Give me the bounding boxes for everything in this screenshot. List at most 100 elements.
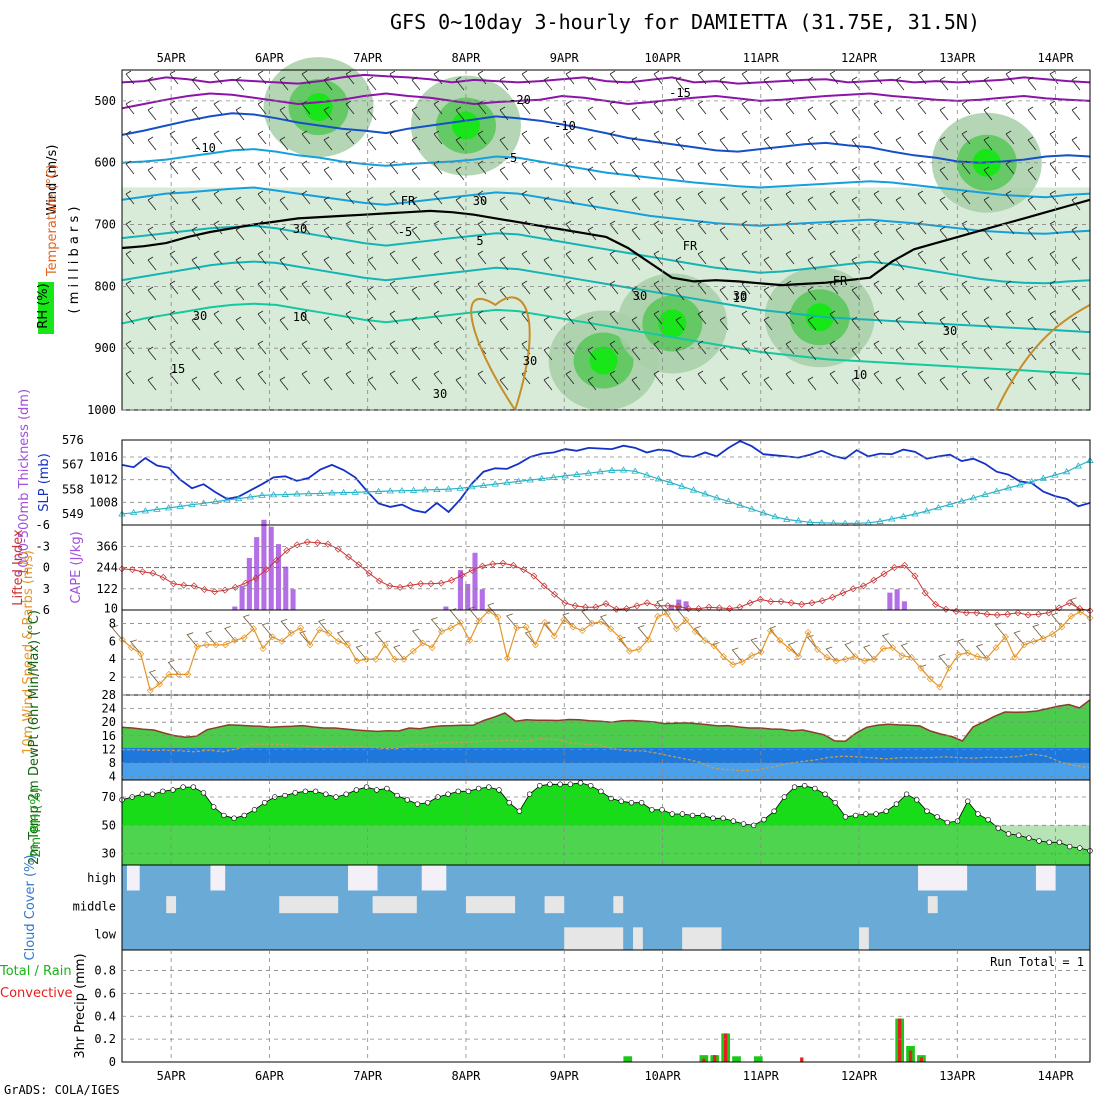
wind-barb	[279, 226, 289, 241]
thickness-marker	[1039, 474, 1048, 481]
wind-barb	[653, 250, 663, 265]
rh-marker	[1015, 832, 1022, 838]
wind-barb	[851, 136, 861, 151]
rh-marker	[689, 812, 696, 819]
wind-barb	[235, 316, 245, 331]
wind-barb	[741, 280, 751, 295]
cloud-clear-low	[564, 927, 624, 950]
cloud-clear-low	[682, 927, 722, 950]
wind-barb	[895, 76, 905, 91]
precip-total-bar	[753, 1056, 763, 1062]
wind-barb	[917, 130, 927, 145]
wind-barb	[587, 106, 597, 121]
thickness-marker	[584, 469, 593, 476]
wind-barb	[961, 130, 971, 145]
rh-marker	[567, 781, 574, 787]
wind-barb	[983, 166, 993, 181]
rh-tick: 70	[102, 790, 116, 804]
rh-marker	[842, 814, 849, 820]
precip-conv-bar	[800, 1057, 804, 1062]
rh-marker	[292, 790, 298, 796]
wind-barb	[983, 376, 993, 391]
thickness-tick: 549	[62, 507, 84, 521]
contour-label: 30	[473, 194, 487, 208]
contour-label: -10	[194, 141, 216, 155]
wind-barb	[235, 286, 245, 301]
rh-marker	[975, 811, 981, 817]
wind-barb	[323, 286, 333, 301]
wind-barb	[213, 310, 223, 325]
wind-barb	[807, 76, 817, 91]
cloud-clear-middle	[613, 896, 624, 914]
wind-barb	[653, 280, 663, 295]
wind-barb	[543, 76, 553, 91]
run-total-annotation: Run Total = 1	[990, 955, 1084, 969]
cape-bar	[472, 552, 478, 610]
wind-barb	[917, 160, 927, 175]
wind-tick: 8	[109, 616, 116, 630]
rh-marker	[302, 788, 309, 795]
wind-barb	[213, 130, 223, 145]
precip-frame	[121, 949, 1091, 1063]
wind-barb	[565, 70, 575, 85]
wind-speed-marker	[231, 636, 239, 644]
thickness-marker	[421, 486, 429, 493]
wind-barb	[873, 100, 883, 115]
li-marker	[375, 577, 383, 585]
wind-barb	[235, 376, 245, 391]
date-tick-top: 9APR	[550, 51, 580, 65]
li-marker	[890, 564, 898, 571]
wind-barb	[543, 286, 553, 301]
li-marker	[314, 539, 322, 547]
wind-speed-marker	[344, 641, 352, 649]
wind-barb-10m	[299, 630, 311, 646]
cape-bar	[261, 519, 267, 610]
wind-barb	[1005, 190, 1015, 205]
rh-marker	[1026, 835, 1032, 841]
wind-speed-marker	[701, 636, 709, 644]
rh-marker	[883, 808, 889, 814]
thickness-marker	[759, 509, 768, 516]
wind-barb	[961, 310, 971, 325]
li-marker	[345, 553, 353, 561]
li-marker	[695, 605, 703, 613]
wind-barb	[829, 190, 839, 205]
rh-marker	[221, 812, 227, 819]
wind-barb	[345, 340, 355, 355]
thickness-marker	[129, 508, 138, 516]
contour-label: -5	[503, 151, 517, 165]
cape-bar	[479, 589, 485, 610]
wind-barb	[279, 316, 289, 331]
cloud-clear-middle	[372, 896, 417, 914]
wind-speed-marker	[954, 651, 962, 659]
wind-speed-marker	[860, 657, 868, 665]
wind-barb	[323, 76, 333, 91]
wind-barb	[939, 286, 949, 301]
wind-barb	[477, 370, 487, 385]
wind-barb	[411, 376, 421, 391]
contour-label: 30	[293, 222, 307, 236]
date-tick-bottom: 10APR	[644, 1069, 681, 1083]
wind-barb	[301, 130, 311, 145]
rh-marker	[863, 811, 869, 817]
wind-barb	[1049, 280, 1059, 295]
wind-barb	[939, 76, 949, 91]
wind-barb	[1049, 100, 1059, 115]
wind-barb	[147, 76, 157, 91]
precip-tick: 0.4	[94, 1009, 116, 1023]
rh-marker	[384, 785, 390, 792]
thickness-marker	[538, 474, 546, 482]
contour-label: 30	[433, 387, 447, 401]
cloud-clear-high	[421, 865, 447, 891]
wind-barb-10m	[130, 639, 142, 655]
cape-bar	[668, 604, 675, 610]
wind-barb	[125, 160, 135, 175]
wind-barb	[411, 286, 421, 301]
wind-barb	[235, 76, 245, 91]
rh-marker	[526, 791, 533, 797]
thickness-marker	[269, 491, 278, 498]
wind-barb	[873, 280, 883, 295]
wind-barb	[917, 220, 927, 235]
wind-barb	[895, 286, 905, 301]
wind-barb	[917, 250, 927, 265]
